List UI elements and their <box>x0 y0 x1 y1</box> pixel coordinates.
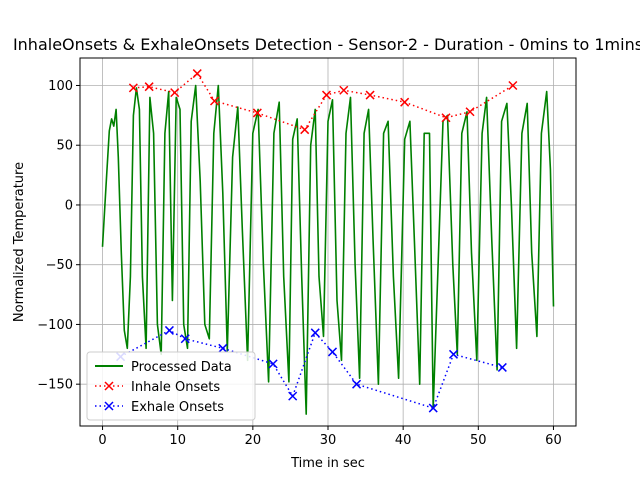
x-tick-label: 30 <box>320 433 337 448</box>
legend-marker-exhale <box>104 401 114 411</box>
chart-title: InhaleOnsets & ExhaleOnsets Detection - … <box>13 35 640 54</box>
data-point-marker <box>144 82 154 92</box>
series-line-0 <box>101 84 555 415</box>
x-tick-label: 0 <box>98 433 106 448</box>
data-point-marker <box>508 80 518 91</box>
legend-label-processed: Processed Data <box>131 360 232 375</box>
data-point-marker <box>128 83 138 93</box>
data-point-marker <box>218 343 228 353</box>
legend: Processed Data Inhale Onsets Exhale Onse… <box>86 351 256 421</box>
data-point-marker <box>268 359 278 369</box>
data-point-marker <box>339 85 349 95</box>
data-point-marker <box>441 113 451 123</box>
x-tick-label: 40 <box>395 433 412 448</box>
y-tick-label: −100 <box>37 318 73 333</box>
y-tick-label: 0 <box>65 198 73 213</box>
data-point-marker <box>428 403 438 413</box>
legend-label-exhale: Exhale Onsets <box>131 400 224 415</box>
data-point-marker <box>310 328 320 338</box>
x-tick-label: 60 <box>545 433 562 448</box>
data-point-marker <box>252 108 262 118</box>
data-point-marker <box>321 90 332 100</box>
data-point-marker <box>170 88 180 98</box>
y-tick-label: 100 <box>48 79 73 94</box>
data-point-marker <box>352 379 362 389</box>
data-point-marker <box>288 391 298 401</box>
ticks: 0 10 20 30 40 50 60 −150 −100 −50 0 50 100 <box>37 79 561 448</box>
data-point-marker <box>180 334 190 344</box>
data-point-marker <box>400 97 410 107</box>
data-point-marker <box>192 69 202 79</box>
legend-box <box>86 351 256 421</box>
data-point-marker <box>497 362 507 372</box>
y-axis-label: Normalized Temperature <box>12 162 27 322</box>
legend-marker-inhale <box>104 381 114 391</box>
data-point-marker <box>164 325 174 335</box>
series-line-1 <box>133 72 514 131</box>
data-point-marker <box>327 347 338 357</box>
x-tick-label: 10 <box>169 433 186 448</box>
y-tick-label: 50 <box>56 139 73 154</box>
y-tick-label: −150 <box>37 378 73 393</box>
y-tick-label: −50 <box>46 258 73 273</box>
data-point-marker <box>209 96 220 106</box>
x-axis-label: Time in sec <box>290 456 365 471</box>
x-tick-label: 50 <box>470 433 487 448</box>
data-point-marker <box>365 90 375 100</box>
data-point-marker <box>465 107 475 117</box>
data-point-marker <box>448 349 459 359</box>
data-point-marker <box>300 125 310 135</box>
x-tick-label: 20 <box>245 433 262 448</box>
legend-label-inhale: Inhale Onsets <box>131 380 220 395</box>
